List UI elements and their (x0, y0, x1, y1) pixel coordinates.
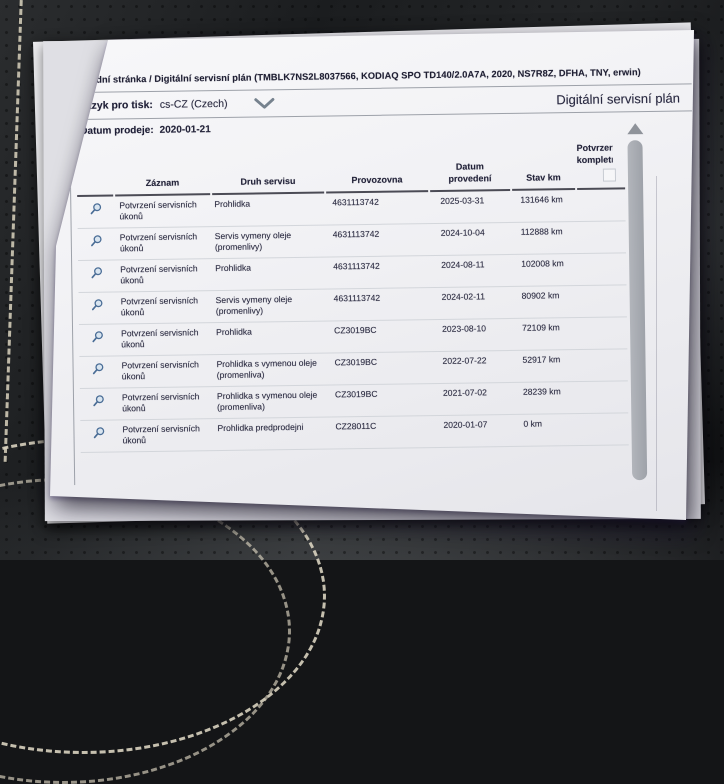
sale-date-label: Datum prodeje: (80, 124, 154, 137)
odometer-value: 112888 km (520, 226, 563, 238)
service-type: Prohlidka (215, 263, 252, 274)
odometer-value: 131646 km (520, 194, 563, 206)
confirmation-cell (578, 225, 626, 227)
print-language-row: Jazyk pro tisk: cs-CZ (Czech) Digitální … (69, 84, 693, 121)
page-title: Digitální servisní plán (556, 90, 680, 107)
column-header-potvrzeni-kompletni: Potvrzení kompletní (576, 142, 626, 191)
service-type: Prohlidka (216, 327, 252, 338)
service-type: Prohlidka s vymenou oleje (promenliva) (216, 358, 317, 381)
service-date: 2021-07-02 (442, 387, 488, 399)
magnifier-icon[interactable] (90, 298, 103, 312)
confirmation-cell (579, 289, 627, 291)
confirmation-cell (579, 353, 627, 355)
record-label: Potvrzení servisních úkonů (120, 295, 199, 318)
column-header-datum-provedeni: Datum provedení (429, 161, 511, 193)
confirmation-cell (578, 257, 626, 259)
record-label: Potvrzení servisních úkonů (119, 199, 197, 222)
column-header-zaznam: Záznam (114, 176, 211, 197)
breadcrumb[interactable]: Úvodní stránka / Digitální servisní plán… (78, 67, 641, 85)
record-label: Potvrzení servisních úkonů (121, 391, 200, 414)
vertical-scrollbar[interactable] (626, 123, 648, 481)
header-datum-line1: Datum (455, 161, 484, 172)
header-potvrzeni-line1: Potvrzení (576, 142, 613, 154)
record-label: Potvrzení servisních úkonů (121, 359, 199, 382)
column-header-druh-servisu: Druh servisu (211, 175, 325, 196)
odometer-value: 0 km (523, 418, 543, 430)
table-row: Potvrzení servisních úkonů Prohlidka s v… (79, 349, 628, 390)
icon-column-header (77, 189, 114, 198)
workshop-id: CZ3019BC (334, 325, 377, 336)
magnifier-icon[interactable] (91, 394, 104, 408)
workshop-id: CZ3019BC (334, 389, 378, 400)
table-row: Potvrzení servisních úkonů Prohlidka s v… (79, 381, 629, 422)
print-language-value[interactable]: cs-CZ (Czech) (159, 97, 228, 111)
column-header-provozovna: Provozovna (325, 173, 429, 194)
service-plan-panel: Jazyk pro tisk: cs-CZ (Czech) Digitální … (68, 83, 694, 486)
workshop-id: 4631113742 (333, 261, 380, 272)
service-date: 2025-03-31 (440, 195, 485, 207)
record-label: Potvrzení servisních úkonů (121, 327, 199, 350)
service-type: Prohlidka s vymenou oleje (promenliva) (216, 390, 318, 413)
service-type: Prohlidka predprodejni (217, 422, 304, 434)
magnifier-icon[interactable] (89, 234, 102, 248)
table-row: Potvrzení servisních úkonů Prohlidka 463… (78, 253, 627, 294)
table-row: Potvrzení servisních úkonů Prohlidka pre… (80, 413, 629, 454)
service-date: 2024-02-11 (441, 291, 486, 303)
service-records-table: Záznam Druh servisu Provozovna Datum pro… (76, 134, 629, 454)
record-label: Potvrzení servisních úkonů (122, 423, 200, 446)
magnifier-icon[interactable] (92, 426, 105, 440)
confirmation-cell (579, 321, 627, 323)
odometer-value: 80902 km (521, 290, 560, 302)
workshop-id: CZ3019BC (334, 357, 378, 368)
workshop-id: 4631113742 (332, 197, 379, 208)
confirmation-cell (577, 193, 625, 195)
print-language-label: Jazyk pro tisk: (79, 99, 153, 113)
column-header-stav-km: Stav km (511, 171, 576, 192)
odometer-value: 28239 km (522, 386, 561, 398)
header-datum-line2: provedení (448, 172, 492, 184)
magnifier-icon[interactable] (91, 330, 104, 344)
workshop-id: CZ28011C (335, 421, 377, 432)
sheet-edge-line (656, 176, 657, 511)
magnifier-icon[interactable] (89, 202, 102, 216)
paper-stack: Úvodní stránka / Digitální servisní plán… (50, 30, 694, 520)
sale-date-value: 2020-01-21 (159, 123, 211, 136)
odometer-value: 52917 km (522, 354, 561, 366)
confirmation-checkbox[interactable] (602, 168, 617, 183)
confirmation-cell (580, 417, 628, 419)
printed-page: Úvodní stránka / Digitální servisní plán… (50, 30, 694, 520)
service-date: 2024-08-11 (441, 259, 485, 271)
table-row: Potvrzení servisních úkonů Prohlidka CZ3… (78, 317, 628, 358)
odometer-value: 102008 km (521, 258, 564, 270)
service-date: 2024-10-04 (440, 227, 485, 239)
table-row: Potvrzení servisních úkonů Prohlidka 463… (77, 189, 626, 230)
header-potvrzeni-line2: kompletní (576, 154, 613, 165)
magnifier-icon[interactable] (90, 266, 103, 280)
scrollbar-thumb[interactable] (627, 140, 648, 481)
service-type: Prohlidka (214, 199, 251, 210)
record-label: Potvrzení servisních úkonů (119, 231, 198, 254)
table-row: Potvrzení servisních úkonů Servis vymeny… (78, 285, 627, 326)
service-date: 2022-07-22 (442, 355, 487, 367)
service-date: 2020-01-07 (443, 419, 488, 431)
workshop-id: 4631113742 (333, 293, 381, 304)
confirmation-cell (580, 385, 628, 387)
service-date: 2023-08-10 (442, 323, 487, 335)
triangle-up-icon[interactable] (626, 123, 643, 135)
chevron-down-icon[interactable] (253, 97, 274, 109)
table-header-row: Záznam Druh servisu Provozovna Datum pro… (76, 134, 626, 198)
workshop-id: 4631113742 (332, 229, 380, 240)
record-label: Potvrzení servisních úkonů (120, 263, 198, 286)
magnifier-icon[interactable] (91, 362, 104, 376)
odometer-value: 72109 km (521, 322, 560, 334)
service-type: Servis vymeny oleje (promenlivy) (214, 230, 292, 253)
service-type: Servis vymeny oleje (promenlivy) (215, 294, 293, 317)
table-row: Potvrzení servisních úkonů Servis vymeny… (77, 221, 627, 262)
